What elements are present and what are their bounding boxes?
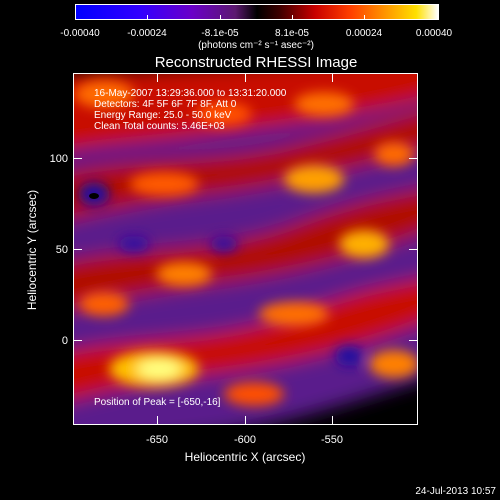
colorbar-tick-label: 8.1e-05 (275, 28, 309, 39)
y-tick-label: 100 (49, 153, 68, 165)
x-tick-mark (245, 74, 246, 82)
colorbar-units: (photons cm⁻² s⁻¹ asec⁻²) (198, 40, 314, 51)
rhessi-image: 16-May-2007 13:29:36.000 to 13:31:20.000… (73, 73, 418, 425)
detectors-label: Detectors: 4F 5F 6F 7F 8F, Att 0 (94, 99, 237, 110)
image-title: Reconstructed RHESSI Image (154, 54, 358, 71)
timestamp: 24-Jul-2013 10:57 (415, 486, 496, 497)
x-tick-mark (157, 416, 158, 424)
peak-position-label: Position of Peak = [-650,-16] (94, 397, 221, 408)
colorbar-tick (437, 15, 438, 19)
colorbar-tick (75, 15, 76, 19)
time-range-label: 16-May-2007 13:29:36.000 to 13:31:20.000 (94, 88, 287, 99)
colorbar-tick (147, 15, 148, 19)
x-tick-label: -650 (145, 434, 169, 446)
colorbar-tick-label: -8.1e-05 (201, 28, 239, 39)
colorbar-tick-label: 0.00040 (415, 28, 453, 39)
y-tick-mark (409, 249, 417, 250)
algorithm-counts-label: Clean Total counts: 5.46E+03 (94, 121, 225, 132)
x-tick-label: -550 (320, 434, 344, 446)
x-tick-mark (332, 416, 333, 424)
y-tick-label: 0 (61, 335, 68, 347)
y-tick-mark (409, 158, 417, 159)
x-tick-mark (157, 74, 158, 82)
energy-range-label: Energy Range: 25.0 - 50.0 keV (94, 110, 232, 121)
x-axis-label: Heliocentric X (arcsec) (184, 450, 306, 464)
colorbar-tick (292, 15, 293, 19)
y-axis-label: Heliocentric Y (arcsec) (25, 189, 39, 311)
rhessi-image-map (74, 74, 417, 424)
colorbar-tick (220, 15, 221, 19)
colorbar-tick-label: -0.00040 (60, 28, 100, 39)
colorbar-tick-label: -0.00024 (127, 28, 167, 39)
colorbar-tick (364, 15, 365, 19)
y-tick-mark (74, 249, 82, 250)
y-tick-mark (74, 158, 82, 159)
colorbar-tick-label: 0.00024 (345, 28, 383, 39)
x-tick-label: -600 (233, 434, 257, 446)
y-tick-mark (409, 340, 417, 341)
y-tick-label: 50 (55, 244, 68, 256)
x-tick-mark (332, 74, 333, 82)
colorbar (75, 4, 439, 20)
y-tick-mark (74, 340, 82, 341)
x-tick-mark (245, 416, 246, 424)
